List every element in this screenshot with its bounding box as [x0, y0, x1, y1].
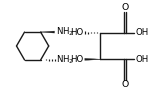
Text: NH$_2$: NH$_2$: [56, 54, 74, 66]
Polygon shape: [41, 31, 54, 33]
Text: O: O: [121, 3, 128, 12]
Text: O: O: [121, 80, 128, 89]
Text: HO: HO: [70, 28, 84, 37]
Text: OH: OH: [135, 55, 149, 64]
Polygon shape: [85, 58, 100, 60]
Text: NH$_2$: NH$_2$: [56, 26, 74, 38]
Text: OH: OH: [135, 28, 149, 37]
Text: HO: HO: [70, 55, 84, 64]
